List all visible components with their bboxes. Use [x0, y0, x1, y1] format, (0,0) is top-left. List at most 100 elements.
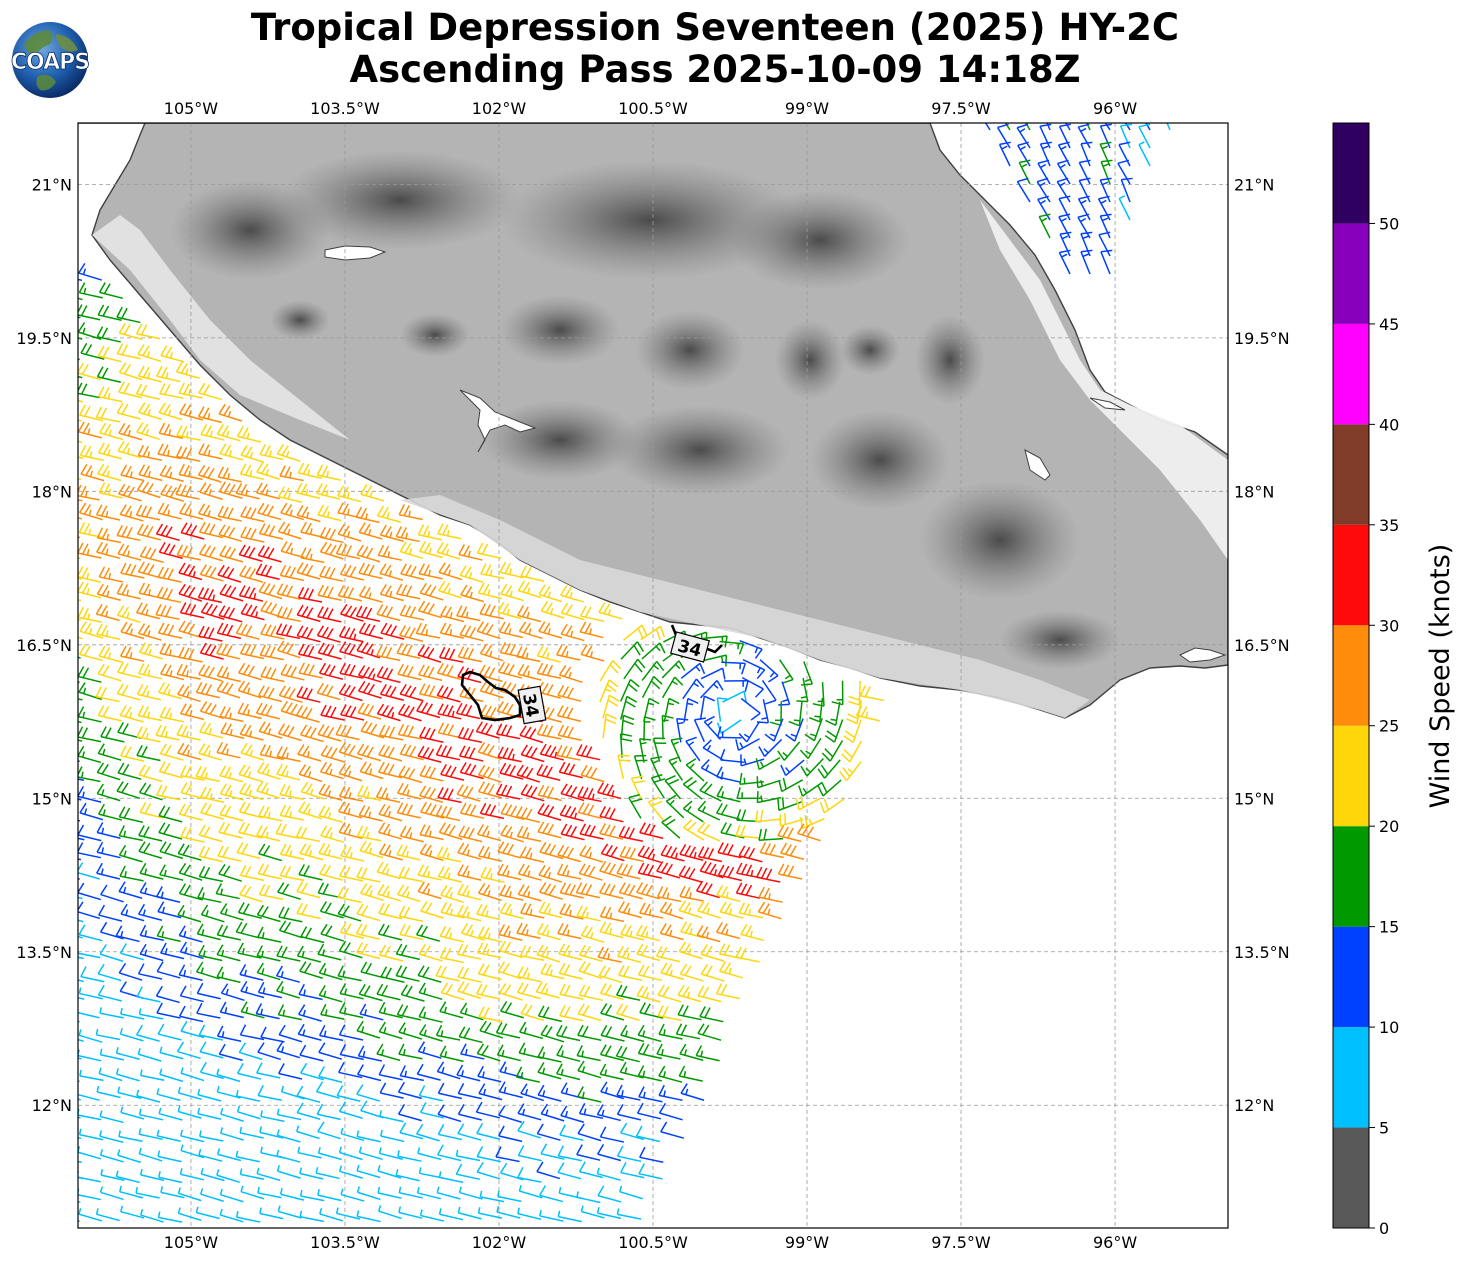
wind-barb-12 — [118, 322, 143, 341]
wind-barb-600 — [358, 805, 383, 822]
wind-barb-509 — [96, 762, 121, 781]
wind-barb-604 — [435, 804, 461, 822]
wind-barb-572 — [577, 786, 602, 803]
wind-barb-388 — [97, 705, 122, 722]
wind-barb-911 — [78, 996, 85, 1000]
wind-barb-537 — [668, 756, 684, 781]
wind-barb-552 — [180, 782, 205, 800]
wind-barb-333 — [641, 661, 665, 681]
wind-barb-2 — [78, 297, 83, 301]
wind-barb-1246 — [377, 1186, 402, 1199]
wind-barb-1052 — [216, 1068, 241, 1083]
wind-barb-731 — [717, 864, 743, 882]
wind-barb-497 — [670, 737, 683, 763]
wind-barb-606 — [479, 802, 505, 820]
wind-barb-327 — [498, 661, 523, 679]
wind-barb-1064 — [456, 1064, 481, 1082]
wind-barb-719 — [480, 866, 505, 883]
wind-barb-525 — [419, 765, 444, 782]
wind-barb-1279 — [457, 1206, 482, 1220]
wind-barb-119 — [155, 523, 180, 542]
wind-barb-245 — [275, 623, 301, 640]
wind-barb-391 — [159, 706, 184, 723]
wind-barb-855 — [317, 943, 342, 961]
wind-barb-152 — [419, 541, 444, 559]
wind-barb-1322 — [1056, 177, 1071, 203]
wind-barb-1111 — [120, 1106, 145, 1120]
wind-barb-704 — [178, 862, 203, 881]
wind-barb-59 — [157, 443, 182, 460]
wind-barb-746 — [277, 882, 301, 900]
wind-barb-807 — [78, 935, 83, 939]
wind-barb-450 — [519, 725, 544, 744]
wind-barb-1174 — [138, 1147, 163, 1162]
wind-barb-851 — [237, 942, 262, 959]
wind-barb-115 — [78, 522, 103, 539]
wind-barb-362 — [399, 683, 424, 702]
wind-barb-587 — [98, 803, 123, 821]
wind-barb-633 — [256, 825, 281, 842]
wind-barb-179 — [520, 565, 545, 583]
wind-barb-972 — [600, 1003, 625, 1021]
wind-barb-1047 — [115, 1068, 140, 1082]
wind-barb-670 — [236, 842, 261, 860]
wind-barb-166 — [255, 563, 280, 580]
wind-barb-378 — [740, 697, 761, 721]
wind-barb-1176 — [180, 1144, 205, 1159]
wind-barb-339 — [761, 680, 777, 705]
wind-barb-53 — [237, 426, 262, 443]
wind-barb-905 — [618, 964, 643, 982]
wind-barb-713 — [356, 866, 381, 883]
wind-barb-17 — [116, 343, 141, 360]
wind-barb-1212 — [299, 1167, 324, 1180]
wind-barb-980 — [95, 1028, 121, 1041]
wind-barb-271 — [120, 645, 145, 662]
logo-text: COAPS — [11, 50, 89, 75]
wind-barb-1048 — [139, 1069, 165, 1082]
wind-barb-722 — [538, 865, 563, 883]
wind-barb-466 — [841, 740, 863, 763]
wind-barb-1252 — [497, 1190, 522, 1203]
wind-barb-816 — [235, 921, 260, 939]
wind-barb-463 — [777, 741, 801, 761]
wind-barb-648 — [560, 823, 585, 841]
wind-barb-364 — [436, 685, 461, 703]
wind-barb-531 — [536, 764, 561, 781]
wind-barb-534 — [617, 754, 631, 779]
wind-barb-892 — [360, 961, 385, 979]
wind-barb-289 — [479, 643, 504, 662]
wind-barb-505 — [817, 759, 841, 779]
wind-barb-669 — [217, 845, 242, 862]
wind-barb-261 — [623, 624, 648, 641]
wind-barb-317 — [298, 662, 323, 679]
wind-barb-135 — [78, 542, 102, 559]
wind-barb-780 — [237, 902, 263, 919]
wind-barb-385 — [859, 685, 885, 702]
wind-barb-565 — [437, 786, 462, 804]
wind-barb-660 — [797, 823, 821, 842]
wind-barb-782 — [278, 906, 303, 923]
wind-barb-965 — [459, 1002, 484, 1021]
wind-barb-139 — [158, 541, 183, 559]
wind-barb-845 — [119, 943, 144, 961]
wind-barb-1288 — [984, 123, 991, 131]
wind-barb-913 — [97, 984, 122, 1002]
wind-barb-256 — [498, 621, 524, 639]
wind-barb-663 — [96, 841, 121, 859]
wind-barb-224 — [417, 600, 442, 619]
wind-barb-1065 — [477, 1065, 502, 1083]
wind-barb-859 — [395, 943, 420, 961]
wind-barb-1080 — [136, 1089, 161, 1103]
wind-barb-336 — [700, 667, 726, 680]
wind-barb-1326 — [1037, 195, 1051, 221]
wind-barb-318 — [318, 662, 344, 681]
wind-barb-138 — [139, 546, 164, 563]
wind-barb-3 — [78, 282, 103, 299]
wind-barb-967 — [500, 1000, 524, 1019]
wind-barb-932 — [476, 983, 501, 1000]
wind-barb-796 — [559, 903, 584, 920]
wind-barb-78 — [297, 462, 322, 480]
wind-barb-425 — [843, 719, 862, 743]
wind-barb-429 — [100, 726, 125, 743]
wind-barb-118 — [136, 523, 161, 541]
